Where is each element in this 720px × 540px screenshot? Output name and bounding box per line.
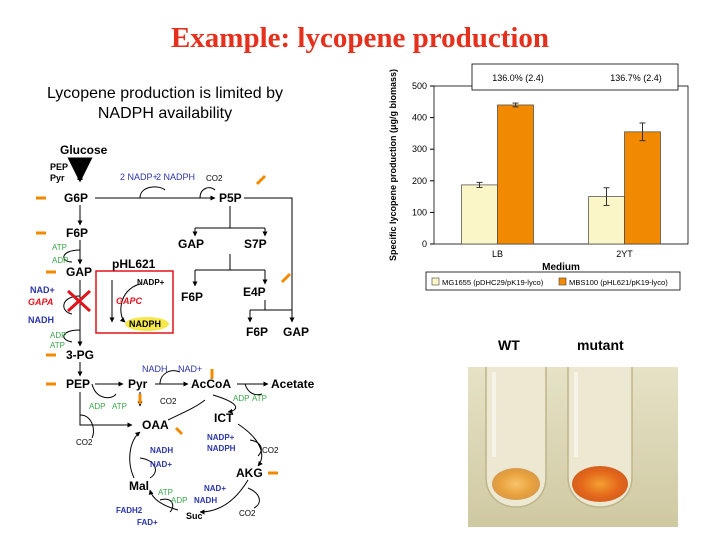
x-axis-label: Medium bbox=[542, 262, 580, 273]
label-nadh-pdh: NADH bbox=[142, 364, 168, 374]
slide-title: Example: lycopene production bbox=[170, 22, 550, 54]
label-atp-3: ATP bbox=[112, 402, 127, 411]
x-tick-label: LB bbox=[492, 249, 503, 259]
tca-ict-akg bbox=[237, 423, 263, 467]
label-nad-akg: NAD+ bbox=[204, 484, 227, 493]
label-akg: AKG bbox=[236, 466, 263, 480]
legend-swatch bbox=[431, 277, 440, 286]
legend-label: MG1655 (pDHC29/pK19-lyco) bbox=[442, 278, 544, 287]
overexpression-ticks bbox=[36, 174, 292, 475]
culture-tubes-photo bbox=[468, 367, 678, 527]
plasmid-box bbox=[95, 270, 174, 334]
tca-mal-oaa bbox=[129, 431, 141, 479]
label-s7p: S7P bbox=[244, 237, 267, 251]
label-f6p: F6P bbox=[66, 226, 89, 240]
legend-label: MBS100 (pHL621/pK19-lyco) bbox=[569, 278, 668, 287]
x-tick-label: 2YT bbox=[616, 249, 633, 259]
label-fad: FAD+ bbox=[137, 518, 158, 527]
nadph-highlight-oval bbox=[125, 317, 169, 331]
y-tick-label: 0 bbox=[422, 239, 427, 249]
y-tick-label: 500 bbox=[412, 81, 427, 91]
label-accoa: AcCoA bbox=[191, 377, 232, 391]
annotation-box bbox=[471, 63, 679, 91]
label-adp-1: ADP bbox=[52, 256, 69, 265]
label-acetate: Acetate bbox=[271, 377, 315, 391]
label-nadh-mal: NADH bbox=[150, 446, 174, 455]
label-atp-4: ATP bbox=[252, 394, 267, 403]
label-nadp-box: NADP+ bbox=[137, 278, 165, 287]
p5p-transketolase-line bbox=[244, 197, 293, 310]
annotation-text: 136.7% (2.4) bbox=[610, 73, 662, 83]
co2-release-curve bbox=[199, 187, 216, 199]
bar-2YT-1 bbox=[624, 131, 661, 245]
label-gapa: GAPA bbox=[28, 297, 54, 307]
label-oaa: OAA bbox=[142, 418, 169, 432]
label-adp-5: ADP bbox=[171, 496, 188, 505]
label-mal: Mal bbox=[129, 479, 150, 493]
bar-LB-1 bbox=[497, 104, 534, 245]
tca-oaa-ict bbox=[167, 399, 206, 421]
label-nadph-ppp: 2 NADPH bbox=[156, 172, 196, 182]
label-pep-small: PEP bbox=[50, 162, 69, 172]
label-nadh-akg: NADH bbox=[194, 496, 218, 505]
tca-akg-suc bbox=[199, 479, 249, 515]
label-co2-icd: CO2 bbox=[262, 446, 279, 455]
label-atp-2: ATP bbox=[50, 341, 65, 350]
label-pyr-small: Pyr bbox=[50, 173, 65, 183]
label-f6p-end: F6P bbox=[246, 325, 269, 339]
label-co2-suc: CO2 bbox=[239, 509, 256, 518]
y-tick-label: 200 bbox=[412, 176, 427, 186]
label-gap: GAP bbox=[66, 265, 93, 279]
label-mutant: mutant bbox=[577, 337, 624, 353]
bar-LB-0 bbox=[461, 184, 498, 245]
label-nadh: NADH bbox=[28, 315, 54, 325]
label-nadph-box: NADPH bbox=[129, 319, 162, 329]
label-nad-mal: NAD+ bbox=[150, 460, 173, 469]
wt-pellet bbox=[492, 468, 540, 500]
label-nadp-ppp: 2 NADP+ bbox=[120, 172, 158, 182]
y-tick-label: 400 bbox=[412, 113, 427, 123]
tca-suc-mal bbox=[148, 489, 179, 511]
legend-box bbox=[425, 271, 681, 291]
label-adp-4: ADP bbox=[233, 394, 250, 403]
label-fadh2: FADH2 bbox=[116, 506, 143, 515]
label-nad-pdh: NAD+ bbox=[178, 364, 203, 374]
label-wt: WT bbox=[498, 337, 520, 353]
label-adp-3: ADP bbox=[89, 402, 106, 411]
subtitle: Lycopene production is limited by NADPH … bbox=[47, 85, 283, 122]
label-pep: PEP bbox=[66, 377, 91, 391]
label-co2-pyr: CO2 bbox=[160, 397, 177, 406]
label-co2-ppp: CO2 bbox=[206, 174, 223, 183]
label-glucose: Glucose bbox=[60, 143, 108, 157]
label-nad: NAD+ bbox=[30, 285, 55, 295]
y-axis-label: Specific lycopene production (μg/g bioma… bbox=[388, 69, 398, 261]
label-gap-ppp: GAP bbox=[178, 237, 205, 251]
mutant-pellet bbox=[572, 466, 628, 502]
label-plasmid: pHL621 bbox=[112, 257, 156, 271]
label-ict: ICT bbox=[214, 411, 234, 425]
metabolic-pathway-diagram bbox=[36, 157, 295, 515]
label-f6p-ppp: F6P bbox=[181, 290, 204, 304]
lycopene-bar-chart: 0 100 200 300 400 500 Specific lycopene produc… bbox=[388, 63, 689, 291]
legend-swatch bbox=[558, 277, 567, 286]
y-tick-label: 300 bbox=[412, 144, 427, 154]
label-p5p: P5P bbox=[219, 191, 242, 205]
pep-oaa-arrow bbox=[79, 392, 133, 428]
annotation-text: 136.0% (2.4) bbox=[492, 73, 544, 83]
y-tick-label: 100 bbox=[412, 207, 427, 217]
label-nadph-icd: NADPH bbox=[207, 444, 236, 453]
label-nadp-icd: NADP+ bbox=[207, 433, 235, 442]
label-suc: Suc bbox=[186, 511, 203, 521]
label-pyr: Pyr bbox=[128, 377, 148, 391]
nadp-cofactor-curve bbox=[139, 186, 166, 199]
label-gapc: GAPC bbox=[116, 296, 143, 306]
label-g6p: G6P bbox=[64, 191, 89, 205]
label-atp-5: ATP bbox=[158, 488, 173, 497]
label-adp-2: ADP bbox=[50, 331, 67, 340]
label-gap-end: GAP bbox=[283, 325, 310, 339]
label-atp-1: ATP bbox=[52, 243, 67, 252]
label-co2-left: CO2 bbox=[76, 438, 93, 447]
label-3pg: 3-PG bbox=[66, 348, 95, 362]
label-e4p: E4P bbox=[243, 285, 266, 299]
